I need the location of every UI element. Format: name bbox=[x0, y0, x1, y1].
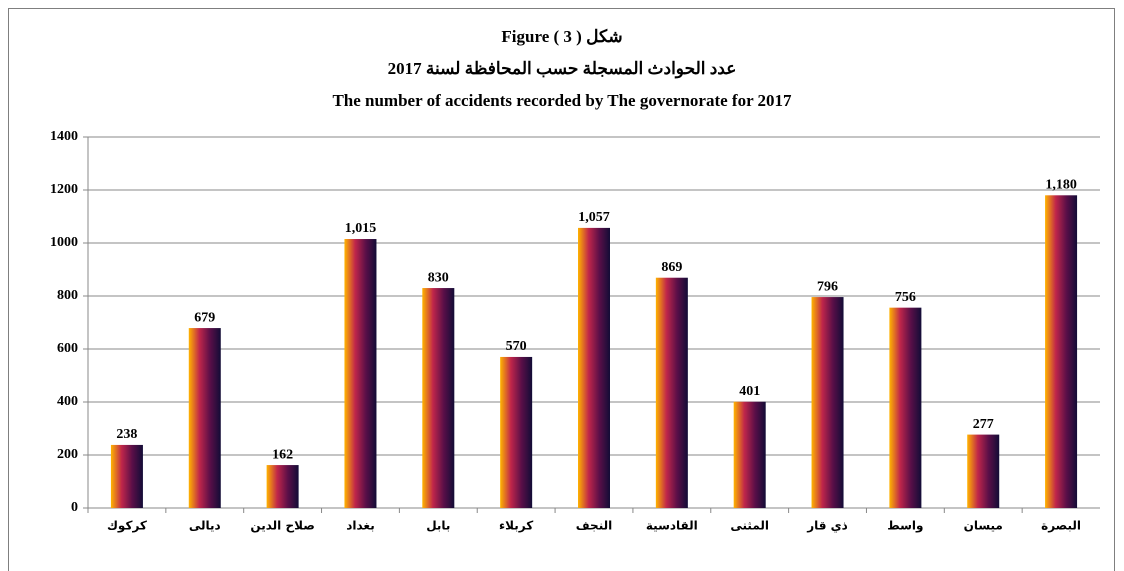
x-tick-label: بابل bbox=[426, 519, 450, 533]
bar bbox=[811, 297, 844, 508]
y-tick-label: 600 bbox=[57, 341, 78, 356]
x-tick-label: ديالى bbox=[189, 519, 221, 533]
data-label: 756 bbox=[895, 290, 916, 305]
x-tick-label: المثنى bbox=[730, 519, 769, 533]
bar bbox=[733, 401, 766, 508]
data-label: 830 bbox=[428, 270, 449, 285]
y-tick-label: 0 bbox=[71, 500, 78, 515]
x-tick-label: ميسان bbox=[964, 519, 1003, 533]
y-tick-label: 1000 bbox=[50, 235, 78, 250]
x-tick-label: صلاح الدين bbox=[250, 519, 314, 533]
bar bbox=[655, 277, 688, 508]
bar bbox=[500, 356, 533, 508]
bar bbox=[967, 434, 1000, 508]
bar bbox=[889, 307, 922, 508]
data-label: 869 bbox=[661, 260, 682, 275]
y-tick-label: 200 bbox=[57, 447, 78, 462]
bar bbox=[1045, 195, 1078, 509]
bar bbox=[578, 227, 610, 508]
chart-subtitle: عدد الحوادث المسجلة حسب المحافظة لسنة 20… bbox=[388, 59, 737, 79]
data-label: 1,057 bbox=[578, 210, 610, 225]
data-label: 238 bbox=[116, 427, 137, 442]
data-label: 401 bbox=[739, 384, 760, 399]
x-tick-label: ذي قار bbox=[806, 519, 848, 533]
bar bbox=[188, 328, 221, 508]
x-tick-label: البصرة bbox=[1041, 519, 1081, 533]
bar bbox=[266, 465, 299, 508]
bar bbox=[344, 239, 377, 508]
chart-subtitle-en: The number of accidents recorded by The … bbox=[332, 91, 792, 110]
y-tick-label: 1200 bbox=[50, 182, 78, 197]
data-label: 162 bbox=[272, 447, 293, 462]
bar bbox=[422, 288, 455, 508]
x-tick-label: القادسية bbox=[646, 519, 698, 533]
data-label: 679 bbox=[194, 310, 215, 325]
x-tick-label: كربلاء bbox=[499, 519, 533, 533]
data-label: 796 bbox=[817, 279, 838, 294]
bar bbox=[110, 444, 143, 508]
x-tick-label: كركوك bbox=[107, 519, 147, 534]
x-tick-label: واسط bbox=[887, 519, 923, 534]
chart-title: Figure ( 3 ) شكل bbox=[501, 27, 622, 46]
data-label: 570 bbox=[506, 339, 527, 354]
y-tick-label: 1400 bbox=[50, 129, 78, 144]
data-label: 1,180 bbox=[1045, 178, 1077, 193]
data-label: 277 bbox=[973, 417, 994, 432]
y-tick-label: 800 bbox=[57, 288, 78, 303]
x-tick-label: بغداد bbox=[346, 519, 374, 533]
data-label: 1,015 bbox=[345, 221, 377, 236]
x-tick-label: النجف bbox=[576, 519, 612, 533]
y-tick-label: 400 bbox=[57, 394, 78, 409]
